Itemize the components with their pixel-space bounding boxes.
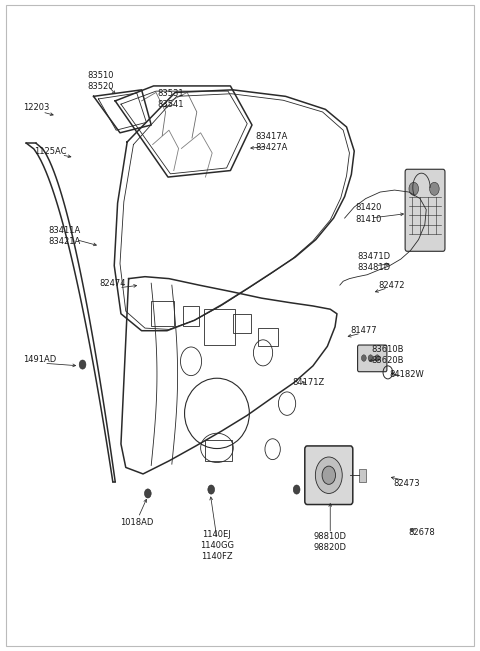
Circle shape <box>430 182 439 195</box>
Text: 81420
81410: 81420 81410 <box>356 204 382 223</box>
Bar <box>205 440 232 461</box>
Text: 1491AD: 1491AD <box>23 355 56 364</box>
Text: 84171Z: 84171Z <box>292 378 324 387</box>
Text: 84182W: 84182W <box>390 370 424 379</box>
Text: 82678: 82678 <box>408 528 435 537</box>
Text: 83610B
83620B: 83610B 83620B <box>372 345 404 365</box>
Bar <box>233 314 251 333</box>
Text: 82472: 82472 <box>378 281 405 290</box>
Text: 82473: 82473 <box>394 478 420 488</box>
Bar <box>183 306 199 326</box>
Circle shape <box>375 355 380 361</box>
Text: 83411A
83421A: 83411A 83421A <box>48 226 81 245</box>
Circle shape <box>409 182 419 195</box>
Circle shape <box>79 360 86 369</box>
Bar <box>151 301 174 326</box>
Circle shape <box>293 485 300 494</box>
Bar <box>258 328 278 346</box>
Text: 1140EJ
1140GG
1140FZ: 1140EJ 1140GG 1140FZ <box>200 530 234 561</box>
Circle shape <box>361 355 366 361</box>
FancyBboxPatch shape <box>405 169 445 251</box>
Text: 1018AD: 1018AD <box>120 518 154 527</box>
FancyBboxPatch shape <box>305 446 353 505</box>
Circle shape <box>315 457 342 493</box>
Text: 81477: 81477 <box>350 326 377 335</box>
Bar <box>204 309 235 345</box>
Text: 83510
83520: 83510 83520 <box>87 72 114 91</box>
Text: 98810D
98820D: 98810D 98820D <box>314 532 347 551</box>
Circle shape <box>322 466 336 484</box>
Text: 12203: 12203 <box>23 103 49 112</box>
Text: 83531
83541: 83531 83541 <box>157 89 184 109</box>
FancyBboxPatch shape <box>358 345 387 372</box>
Circle shape <box>144 489 151 498</box>
Text: 82474: 82474 <box>99 279 126 288</box>
Text: 83417A
83427A: 83417A 83427A <box>255 132 288 152</box>
Text: 83471D
83481D: 83471D 83481D <box>357 252 390 271</box>
Circle shape <box>368 355 373 361</box>
Circle shape <box>208 485 215 494</box>
Text: 1125AC: 1125AC <box>34 146 67 156</box>
Bar <box>359 469 366 482</box>
